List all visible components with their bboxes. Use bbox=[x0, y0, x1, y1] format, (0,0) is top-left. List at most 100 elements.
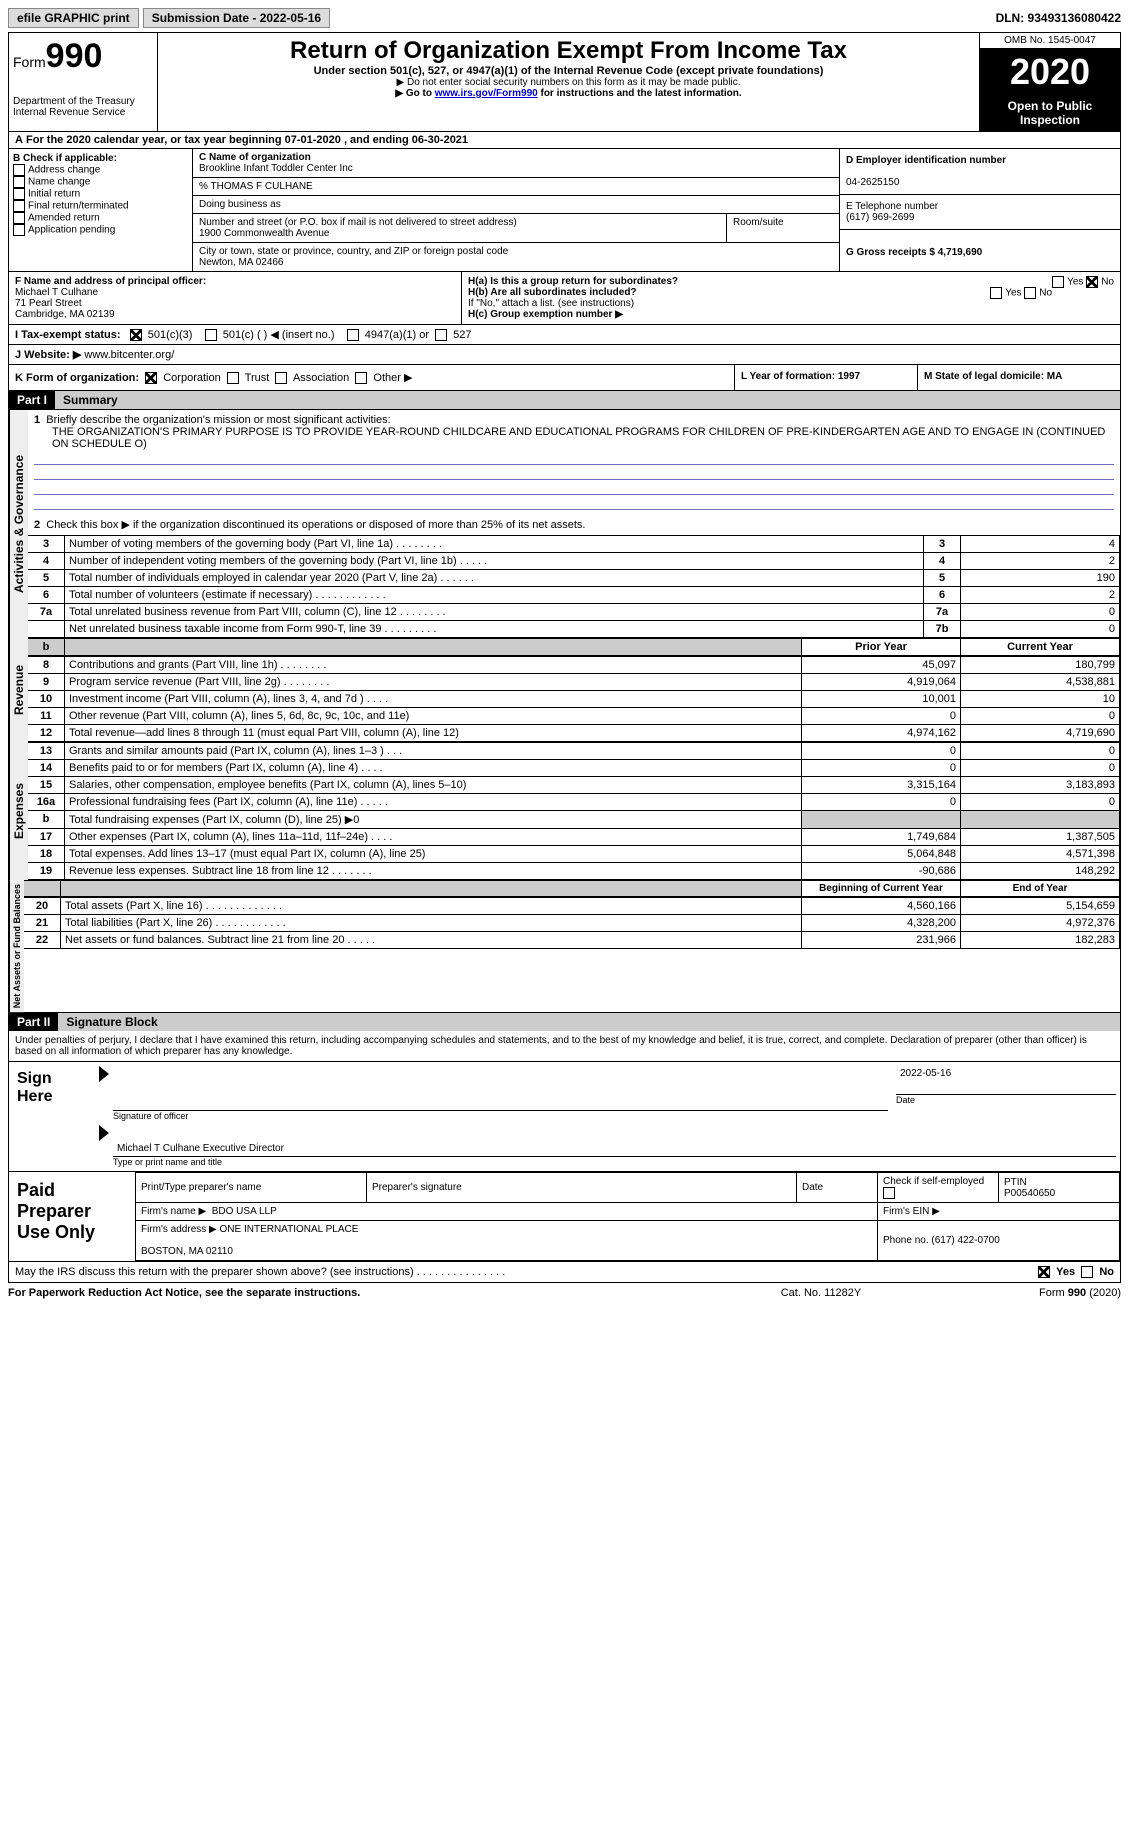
ha-no: No bbox=[1101, 277, 1114, 288]
officer-name: Michael T Culhane bbox=[15, 287, 98, 298]
efile-print-button[interactable]: efile GRAPHIC print bbox=[8, 8, 139, 28]
h-date: Date bbox=[797, 1173, 878, 1203]
checkbox-discuss-no[interactable] bbox=[1081, 1266, 1093, 1278]
opt-name-change: Name change bbox=[28, 177, 90, 188]
checkbox-hb-yes[interactable] bbox=[990, 287, 1002, 299]
current-val: 0 bbox=[961, 743, 1120, 760]
row-desc: Other revenue (Part VIII, column (A), li… bbox=[65, 708, 802, 725]
part1-title: Summary bbox=[55, 391, 1120, 409]
part2-title: Signature Block bbox=[58, 1013, 1120, 1031]
row-num: 7a bbox=[28, 604, 65, 621]
line-l: L Year of formation: 1997 bbox=[734, 365, 917, 390]
row-desc: Number of voting members of the governin… bbox=[65, 536, 924, 553]
current-val: 10 bbox=[961, 691, 1120, 708]
row-num: 4 bbox=[28, 553, 65, 570]
checkbox-self-employed[interactable] bbox=[883, 1187, 895, 1199]
note-goto: ▶ Go to www.irs.gov/Form990 for instruct… bbox=[162, 88, 975, 99]
tab-expenses: Expenses bbox=[9, 742, 28, 880]
checkbox-application-pending[interactable] bbox=[13, 224, 25, 236]
row-desc: Grants and similar amounts paid (Part IX… bbox=[65, 743, 802, 760]
checkbox-ha-no[interactable] bbox=[1086, 276, 1098, 288]
checkbox-initial-return[interactable] bbox=[13, 188, 25, 200]
row-desc: Total fundraising expenses (Part IX, col… bbox=[65, 811, 802, 829]
checkbox-amended-return[interactable] bbox=[13, 212, 25, 224]
row-num: b bbox=[28, 811, 65, 829]
current-val: 5,154,659 bbox=[961, 898, 1120, 915]
q1-label: Briefly describe the organization's miss… bbox=[46, 414, 390, 426]
prior-val: 4,560,166 bbox=[802, 898, 961, 915]
box-c-label: C Name of organization bbox=[199, 152, 311, 163]
city-label: City or town, state or province, country… bbox=[199, 246, 508, 257]
checkbox-final-return[interactable] bbox=[13, 200, 25, 212]
row-num: 12 bbox=[28, 725, 65, 742]
row-num: 18 bbox=[28, 846, 65, 863]
part1-bar: Part I bbox=[9, 391, 55, 409]
opt-final-return: Final return/terminated bbox=[28, 201, 129, 212]
firm-phone: Phone no. (617) 422-0700 bbox=[878, 1221, 1120, 1261]
officer-addr1: 71 Pearl Street bbox=[15, 298, 82, 309]
row-desc: Total expenses. Add lines 13–17 (must eq… bbox=[65, 846, 802, 863]
caret-icon-2 bbox=[99, 1125, 109, 1141]
row-box: 4 bbox=[924, 553, 961, 570]
period-line: For the 2020 calendar year, or tax year … bbox=[26, 134, 468, 146]
form-number: Form990 bbox=[13, 37, 153, 76]
col-prior: Prior Year bbox=[802, 639, 961, 656]
checkbox-association[interactable] bbox=[275, 372, 287, 384]
checkbox-501c[interactable] bbox=[205, 329, 217, 341]
row-desc: Total unrelated business revenue from Pa… bbox=[65, 604, 924, 621]
discuss-no: No bbox=[1099, 1266, 1114, 1278]
current-val: 4,538,881 bbox=[961, 674, 1120, 691]
hc-label: H(c) Group exemption number ▶ bbox=[468, 309, 623, 320]
footer-left: For Paperwork Reduction Act Notice, see … bbox=[8, 1287, 721, 1299]
tab-net-assets: Net Assets or Fund Balances bbox=[9, 880, 24, 1012]
line-j: J Website: ▶ www.bitcenter.org/ bbox=[9, 345, 1120, 365]
checkbox-address-change[interactable] bbox=[13, 164, 25, 176]
checkbox-trust[interactable] bbox=[227, 372, 239, 384]
row-desc: Program service revenue (Part VIII, line… bbox=[65, 674, 802, 691]
row-num: 21 bbox=[24, 915, 61, 932]
row-val: 0 bbox=[961, 604, 1120, 621]
row-desc: Contributions and grants (Part VIII, lin… bbox=[65, 657, 802, 674]
officer-printed-name: Michael T Culhane Executive Director bbox=[113, 1141, 1116, 1157]
current-val: 4,972,376 bbox=[961, 915, 1120, 932]
hb-no: No bbox=[1039, 288, 1052, 299]
mission-text: THE ORGANIZATION'S PRIMARY PURPOSE IS TO… bbox=[34, 426, 1114, 450]
prior-val: 45,097 bbox=[802, 657, 961, 674]
row-desc: Other expenses (Part IX, column (A), lin… bbox=[65, 829, 802, 846]
prior-val: 10,001 bbox=[802, 691, 961, 708]
sign-here-label: Sign Here bbox=[9, 1062, 95, 1171]
footer-right: Form 990 (2020) bbox=[921, 1287, 1121, 1299]
checkbox-name-change[interactable] bbox=[13, 176, 25, 188]
checkbox-ha-yes[interactable] bbox=[1052, 276, 1064, 288]
row-box: 7b bbox=[924, 621, 961, 638]
ha-yes: Yes bbox=[1067, 277, 1083, 288]
row-num bbox=[28, 621, 65, 638]
dba-label: Doing business as bbox=[199, 199, 281, 210]
officer-addr2: Cambridge, MA 02139 bbox=[15, 309, 115, 320]
current-val: 0 bbox=[961, 760, 1120, 777]
street-address: 1900 Commonwealth Avenue bbox=[199, 228, 329, 239]
row-desc: Revenue less expenses. Subtract line 18 … bbox=[65, 863, 802, 880]
checkbox-527[interactable] bbox=[435, 329, 447, 341]
checkbox-4947[interactable] bbox=[347, 329, 359, 341]
current-val: 4,571,398 bbox=[961, 846, 1120, 863]
row-val: 2 bbox=[961, 587, 1120, 604]
ein-label: D Employer identification number bbox=[846, 155, 1006, 166]
checkbox-corporation[interactable] bbox=[145, 372, 157, 384]
form-title: Return of Organization Exempt From Incom… bbox=[162, 37, 975, 65]
instructions-link[interactable]: www.irs.gov/Form990 bbox=[435, 88, 538, 99]
checkbox-hb-no[interactable] bbox=[1024, 287, 1036, 299]
tab-revenue: Revenue bbox=[9, 638, 28, 742]
checkbox-501c3[interactable] bbox=[130, 329, 142, 341]
col-begin: Beginning of Current Year bbox=[802, 881, 961, 897]
row-desc: Investment income (Part VIII, column (A)… bbox=[65, 691, 802, 708]
checkbox-other[interactable] bbox=[355, 372, 367, 384]
row-val: 0 bbox=[961, 621, 1120, 638]
discuss-label: May the IRS discuss this return with the… bbox=[15, 1266, 505, 1278]
prior-val: 0 bbox=[802, 743, 961, 760]
checkbox-discuss-yes[interactable] bbox=[1038, 1266, 1050, 1278]
sig-date-value: 2022-05-16 bbox=[896, 1066, 1116, 1095]
row-num: 22 bbox=[24, 932, 61, 949]
dept-label: Department of the Treasury Internal Reve… bbox=[13, 96, 153, 118]
current-val: 3,183,893 bbox=[961, 777, 1120, 794]
